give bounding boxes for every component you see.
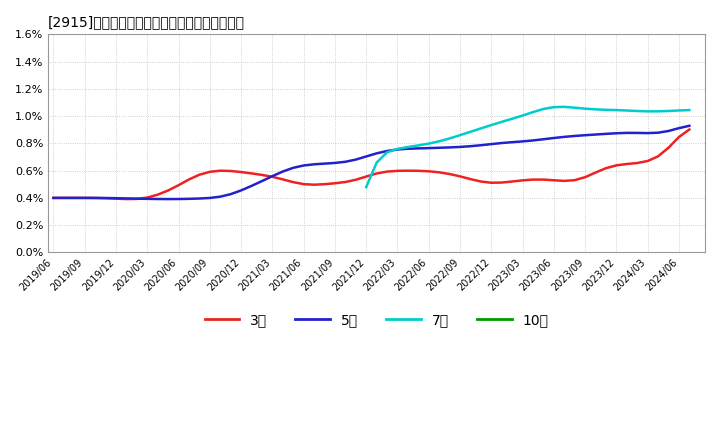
Legend: 3年, 5年, 7年, 10年: 3年, 5年, 7年, 10年 bbox=[199, 308, 554, 333]
Text: [2915]　当期純利益マージンの標準偏差の推移: [2915] 当期純利益マージンの標準偏差の推移 bbox=[48, 15, 246, 29]
